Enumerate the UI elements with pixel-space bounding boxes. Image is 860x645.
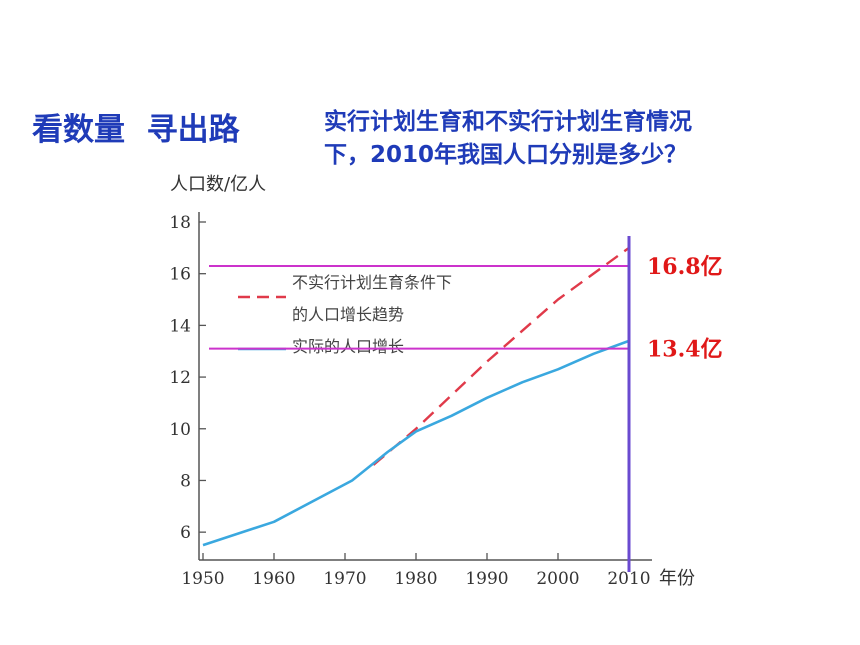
x-tick-label: 1950 [181, 569, 224, 589]
x-axis-title: 年份 [659, 568, 695, 589]
y-tick-label: 8 [180, 471, 191, 491]
x-tick-label: 2010 [607, 569, 650, 589]
y-tick-label: 16 [169, 265, 191, 285]
reference-label: 13.4亿 [647, 337, 723, 363]
trend-series-line [372, 246, 630, 466]
y-tick-label: 6 [180, 523, 191, 543]
actual-series-line [202, 339, 630, 547]
y-tick-label: 10 [169, 420, 191, 440]
slide-heading: 看数量 寻出路 [32, 112, 240, 148]
y-tick-label: 12 [169, 368, 191, 388]
legend-label: 实际的人口增长 [292, 337, 404, 356]
question-line-1: 实行计划生育和不实行计划生育情况 [324, 109, 692, 135]
y-tick-label: 18 [169, 213, 191, 233]
series-layer [202, 246, 630, 547]
y-tick-label: 14 [169, 316, 191, 336]
x-tick-label: 1980 [394, 569, 437, 589]
legend-label: 的人口增长趋势 [292, 305, 404, 324]
x-tick-label: 1970 [323, 569, 366, 589]
reference-lines: 16.8亿 13.4亿 [209, 236, 723, 572]
reference-label: 16.8亿 [647, 254, 723, 280]
x-tick-label: 2000 [536, 569, 579, 589]
x-tick-label: 1960 [252, 569, 295, 589]
question-line-2: 下，2010年我国人口分别是多少？ [324, 142, 688, 168]
y-axis-title: 人口数/亿人 [170, 174, 266, 195]
slide-question: 实行计划生育和不实行计划生育情况 下，2010年我国人口分别是多少？ [324, 106, 824, 172]
axes: 6 8 10 12 14 16 18 1950 1960 1970 1980 1990 2000 2010… [169, 174, 695, 589]
legend-label: 不实行计划生育条件下 [292, 273, 452, 292]
x-tick-label: 1990 [465, 569, 508, 589]
